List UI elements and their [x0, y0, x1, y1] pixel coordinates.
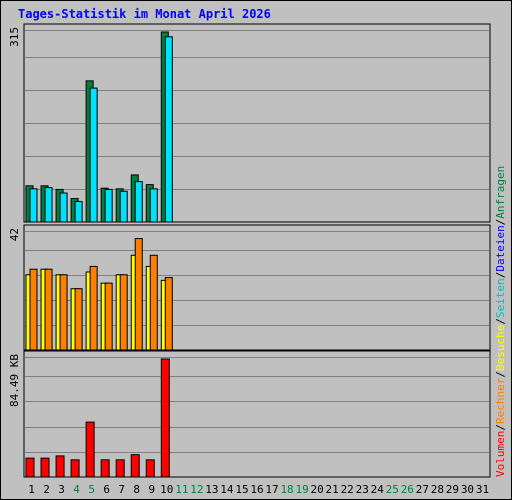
x-tick-label: 13 — [205, 483, 218, 496]
bar-rechner-day-4 — [74, 288, 83, 351]
x-tick-label: 25 — [386, 483, 399, 496]
panel-requests-max-label: 315 — [8, 27, 21, 47]
legend: Volumen/Rechner/Besuche/Seiten/Dateien/A… — [494, 166, 507, 477]
bar-dateien-day-8 — [134, 181, 143, 223]
x-tick-label: 9 — [148, 483, 155, 496]
bar-rechner-day-3 — [59, 274, 68, 351]
x-tick-label: 17 — [265, 483, 278, 496]
bar-volumen-day-5 — [85, 421, 95, 478]
bar-volumen-day-10 — [160, 358, 170, 478]
x-tick-label: 4 — [73, 483, 80, 496]
legend-sep3: / — [494, 318, 507, 325]
x-tick-label: 14 — [220, 483, 234, 496]
legend-volumen: Volumen — [494, 431, 507, 477]
x-tick-label: 11 — [175, 483, 188, 496]
bar-rechner-day-5 — [89, 265, 98, 351]
panel-visits-max-label: 42 — [8, 228, 21, 241]
legend-rechner: Rechner — [494, 377, 507, 424]
bar-dateien-day-9 — [149, 188, 158, 223]
bar-dateien-day-4 — [74, 200, 83, 223]
bar-dateien-day-3 — [59, 192, 68, 223]
panel-volume: 84.49 KB — [8, 350, 491, 478]
x-tick-label: 29 — [446, 483, 459, 496]
legend-anfragen: Anfragen — [494, 166, 507, 219]
legend-text: Volumen/Rechner/Besuche/Seiten/Dateien/A… — [494, 166, 507, 477]
panels-layer: 315 42 84.49 KB — [8, 23, 491, 478]
bar-volumen-day-1 — [25, 457, 35, 478]
legend-sep2: / — [494, 371, 507, 378]
x-axis-labels: 1 2 3 4 5 6 7 8 9 10 11 12 13 14 15 16 17 18 19 20 21 22 23 24 2… — [28, 483, 489, 496]
x-tick-label: 7 — [118, 483, 125, 496]
bar-rechner-day-8 — [134, 238, 143, 351]
x-tick-label: 16 — [250, 483, 263, 496]
bar-dateien-day-2 — [44, 187, 53, 223]
bar-volumen-day-8 — [130, 454, 140, 478]
legend-seiten: Seiten — [494, 278, 507, 318]
bar-volumen-day-3 — [55, 455, 65, 478]
bar-dateien-day-10 — [164, 36, 173, 223]
x-tick-label: 15 — [235, 483, 248, 496]
x-tick-label: 24 — [371, 483, 385, 496]
bar-dateien-day-7 — [119, 190, 128, 223]
x-tick-label: 27 — [416, 483, 429, 496]
x-tick-label: 8 — [133, 483, 140, 496]
x-tick-label: 30 — [461, 483, 474, 496]
bar-dateien-day-6 — [104, 188, 113, 223]
x-tick-label: 12 — [190, 483, 203, 496]
bar-rechner-day-2 — [44, 268, 53, 351]
x-tick-label: 18 — [280, 483, 293, 496]
legend-sep5: / — [494, 219, 507, 226]
x-tick-label: 10 — [160, 483, 173, 496]
bar-rechner-day-6 — [104, 282, 113, 351]
bar-dateien-day-5 — [89, 87, 98, 223]
x-tick-label: 20 — [311, 483, 324, 496]
bar-rechner-day-9 — [149, 254, 158, 351]
legend-dateien: Dateien — [494, 225, 507, 271]
panel-volume-max-label: 84.49 KB — [8, 354, 21, 407]
x-tick-label: 21 — [326, 483, 339, 496]
legend-besuche: Besuche — [494, 325, 507, 371]
x-tick-label: 6 — [103, 483, 110, 496]
bar-rechner-day-7 — [119, 274, 128, 351]
x-tick-label: 19 — [295, 483, 308, 496]
x-tick-label: 22 — [341, 483, 354, 496]
bar-volumen-day-2 — [40, 457, 50, 478]
x-tick-label: 23 — [356, 483, 369, 496]
x-tick-label: 3 — [58, 483, 65, 496]
panel-volume-area — [23, 350, 491, 478]
panel-visits: 42 — [8, 224, 491, 351]
bar-dateien-day-1 — [29, 188, 38, 223]
x-tick-label: 1 — [28, 483, 35, 496]
bar-rechner-day-1 — [29, 268, 38, 351]
legend-sep1: / — [494, 424, 507, 431]
x-tick-label: 5 — [88, 483, 95, 496]
x-tick-label: 28 — [431, 483, 444, 496]
bar-volumen-day-4 — [70, 459, 80, 478]
bar-rechner-day-10 — [164, 277, 173, 351]
panel-requests: 315 — [8, 23, 491, 223]
bar-volumen-day-9 — [145, 459, 155, 478]
legend-sep4: / — [494, 272, 507, 279]
chart-title: Tages-Statistik im Monat April 2026 — [18, 7, 271, 21]
bar-volumen-day-7 — [115, 459, 125, 478]
x-tick-label: 31 — [476, 483, 489, 496]
x-tick-label: 26 — [401, 483, 414, 496]
bar-volumen-day-6 — [100, 459, 110, 478]
x-tick-label: 2 — [43, 483, 50, 496]
